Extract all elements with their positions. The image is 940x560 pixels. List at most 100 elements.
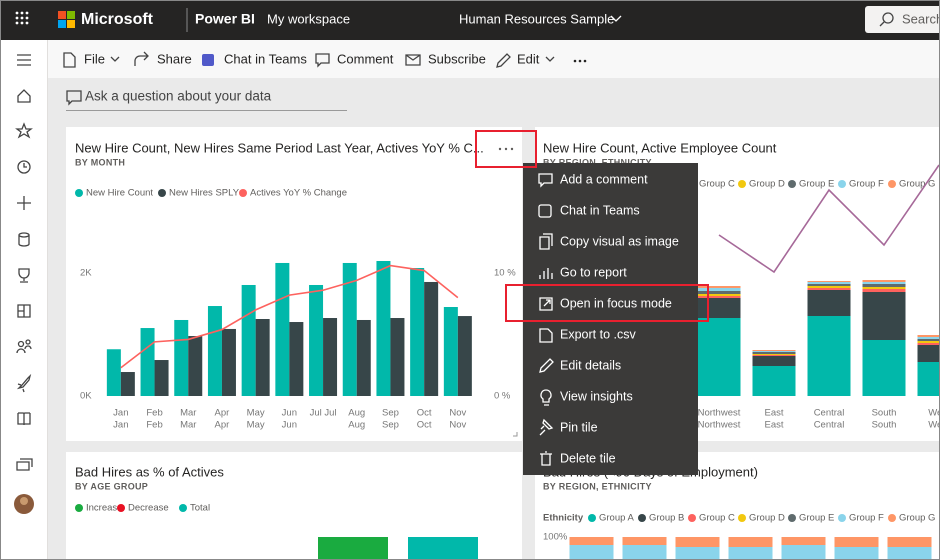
more-options[interactable]	[573, 59, 587, 63]
bar-segment	[917, 341, 940, 343]
bar	[289, 322, 304, 396]
bar-segment	[752, 355, 796, 356]
menu-item[interactable]: Copy visual as image	[560, 234, 679, 248]
file-chevron[interactable]	[110, 56, 120, 62]
menu-item[interactable]: Edit details	[560, 358, 621, 372]
menu-item[interactable]: Add a comment	[560, 172, 648, 186]
x-tick-label: West	[928, 420, 940, 431]
nav-menu[interactable]	[17, 54, 31, 66]
bar-segment	[752, 366, 796, 396]
report-name[interactable]: Human Resources Sample	[459, 11, 614, 26]
bar	[390, 318, 405, 396]
nav-workspace-switch[interactable]	[16, 458, 33, 471]
search-placeholder[interactable]: Search	[902, 11, 940, 26]
toolbar-file[interactable]: File	[84, 51, 105, 66]
tile-more-options[interactable]	[498, 147, 514, 151]
nav-home[interactable]	[17, 89, 31, 103]
highlight-box	[505, 284, 709, 322]
search-box[interactable]	[865, 6, 940, 33]
bar	[221, 328, 236, 396]
brand[interactable]: Microsoft	[81, 11, 154, 28]
menu-item[interactable]: Go to report	[560, 265, 627, 279]
bar	[443, 307, 458, 396]
bar	[318, 537, 388, 560]
search-icon	[882, 12, 894, 24]
bar-segment	[622, 545, 667, 560]
app-launcher[interactable]	[15, 11, 29, 25]
nav-goals[interactable]	[18, 268, 30, 283]
nav-favorites[interactable]	[15, 122, 33, 139]
x-tick-label: Nov	[449, 420, 466, 431]
microsoft-logo	[58, 11, 75, 28]
menu-item[interactable]: View insights	[560, 389, 633, 403]
menu-item[interactable]: Delete tile	[560, 451, 616, 465]
nav-datasets[interactable]	[18, 232, 30, 247]
legend-label: Group G	[899, 179, 935, 190]
nav-shared[interactable]	[17, 340, 25, 348]
legend-label: Total	[190, 503, 210, 514]
product[interactable]: Power BI	[195, 11, 255, 27]
x-tick-label: East	[764, 420, 783, 431]
x-tick-label: Sep	[382, 408, 399, 419]
toolbar-comment[interactable]: Comment	[337, 51, 394, 66]
legend-label: Actives YoY % Change	[250, 188, 347, 199]
toolbar-share[interactable]: Share	[157, 51, 192, 66]
bar-segment	[807, 288, 851, 290]
subscribe-icon	[405, 54, 421, 66]
tile-subtitle: BY REGION, ETHNICITY	[543, 157, 652, 167]
bar	[309, 284, 324, 396]
bar-segment	[862, 287, 906, 289]
report-chevron[interactable]	[610, 15, 622, 22]
legend-label: New Hires SPLY	[169, 188, 240, 199]
bar-segment	[675, 537, 720, 547]
x-tick-label: Oct	[417, 420, 432, 431]
qna-input[interactable]: Ask a question about your data	[85, 89, 272, 104]
legend-label: Group A	[599, 513, 635, 524]
x-tick-label: Mar	[180, 420, 196, 431]
nav-create[interactable]	[17, 196, 31, 210]
bar-segment	[781, 537, 826, 545]
nav-workspaces[interactable]	[17, 412, 31, 425]
bar-segment	[752, 350, 796, 351]
menu-item[interactable]: Export to .csv	[560, 327, 636, 341]
bar	[120, 372, 135, 396]
toolbar	[48, 40, 940, 78]
menu-item[interactable]: Chat in Teams	[560, 203, 640, 217]
edit-chevron[interactable]	[545, 56, 555, 62]
bar	[323, 318, 338, 396]
bar-segment	[862, 289, 906, 292]
legend-label: Group E	[799, 179, 834, 190]
menu-item[interactable]: Pin tile	[560, 420, 598, 434]
nav-recent[interactable]	[17, 160, 31, 174]
bar-segment	[917, 337, 940, 339]
bar-segment	[887, 537, 932, 547]
toolbar-teams[interactable]: Chat in Teams	[224, 51, 307, 66]
y-tick-label: 0K	[80, 391, 92, 402]
legend-marker	[738, 180, 746, 188]
nav-learn[interactable]	[16, 373, 32, 393]
highlight-box	[475, 130, 537, 168]
nav-apps[interactable]	[17, 304, 31, 318]
toolbar-edit[interactable]: Edit	[517, 51, 540, 66]
bar-segment	[807, 290, 851, 316]
bar-segment	[887, 547, 932, 560]
context-menu	[523, 163, 698, 475]
legend-label: New Hire Count	[86, 188, 153, 199]
menu-item[interactable]: Open in focus mode	[560, 296, 672, 310]
bar-segment	[728, 537, 773, 547]
menu-icons	[538, 173, 554, 466]
bar-segment	[834, 537, 879, 547]
y2-tick-label: 0 %	[494, 391, 511, 402]
toolbar-subscribe[interactable]: Subscribe	[428, 51, 486, 66]
legend-marker	[738, 514, 746, 522]
nav-recent-hand	[23, 163, 27, 168]
legend-marker	[75, 189, 83, 197]
legend-label: Group F	[849, 179, 884, 190]
bar-segment	[917, 335, 940, 337]
legend-label: Group G	[899, 513, 935, 524]
workspace[interactable]: My workspace	[267, 11, 350, 26]
y2-tick-label: 10 %	[494, 268, 516, 279]
bar	[188, 336, 203, 396]
legend-label: Group D	[749, 513, 785, 524]
